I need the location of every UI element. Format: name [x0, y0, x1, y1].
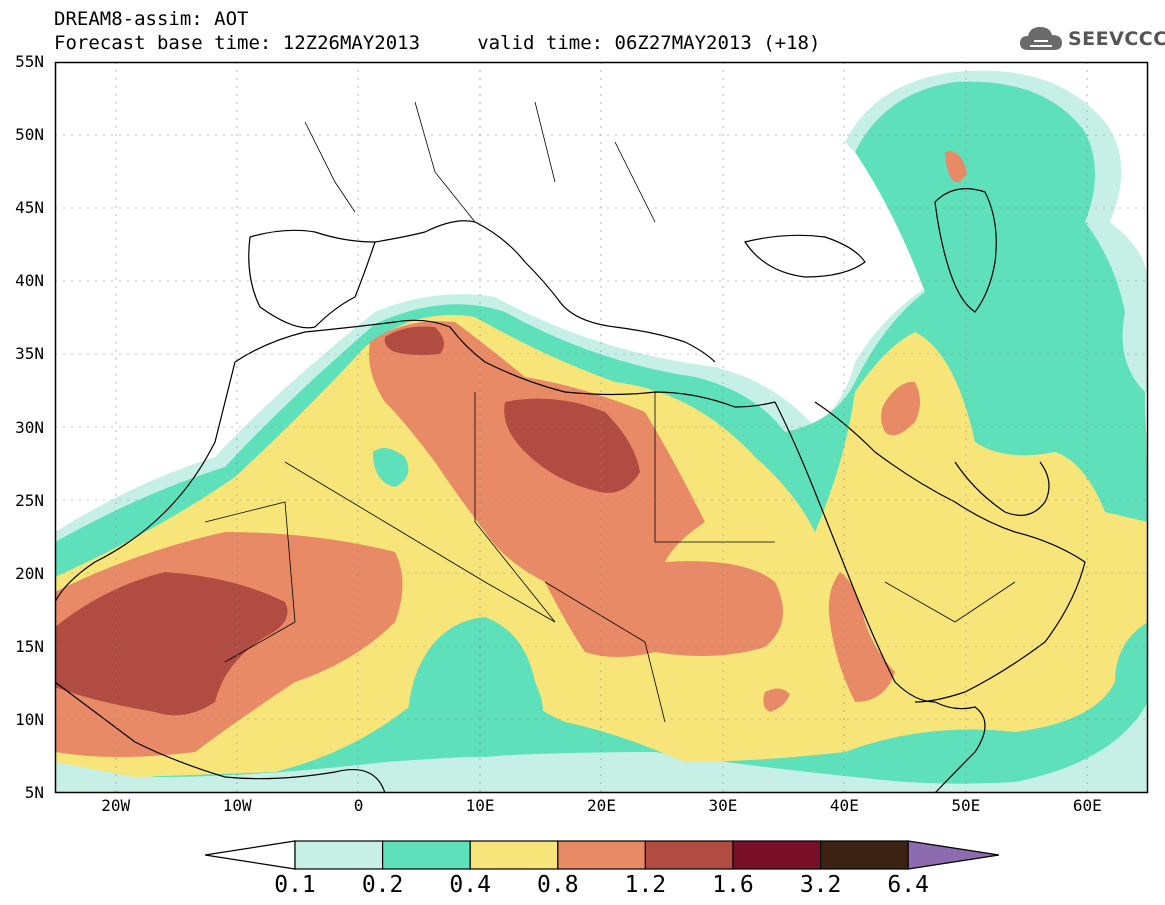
lat-tick-label: 5N [24, 783, 44, 802]
lat-tick-label: 30N [15, 417, 44, 437]
chart-title: DREAM8-assim: AOT [54, 8, 249, 30]
aot-green-pocket-small [373, 448, 409, 487]
chart-subtitle: Forecast base time: 12Z26MAY2013 valid t… [54, 32, 821, 54]
lat-tick-label: 20N [15, 563, 44, 583]
lat-tick-label: 40N [15, 271, 44, 291]
border-2 [474, 392, 556, 623]
black-sea-coast [744, 234, 866, 278]
colorbar-high-arrow [907, 840, 1000, 870]
border-4 [654, 392, 775, 543]
lat-tick-label: 15N [15, 636, 44, 656]
lon-tick-label: 40E [829, 796, 859, 815]
lon-tick-label: 30E [708, 796, 738, 815]
aot-band-1.2-caspian [945, 151, 967, 183]
caspian-coast [934, 188, 997, 313]
aot-band-1.2-libya [504, 398, 640, 493]
aot-band-0.8-iraq [881, 381, 920, 436]
lon-tick-label: 20W [101, 796, 131, 815]
colorbar-label: 0.2 [361, 872, 404, 898]
colorbar-low-arrow [205, 840, 296, 870]
borders [204, 101, 1016, 723]
red-sea-coast [774, 401, 936, 703]
logo-text: SEEVCCC [1068, 28, 1165, 50]
border-6 [884, 581, 1016, 623]
border-3 [544, 581, 666, 723]
colorbar-label: 6.4 [887, 872, 929, 898]
lon-tick-label: 60E [1072, 796, 1102, 815]
aot-map [54, 61, 1149, 794]
lat-tick-label: 50N [15, 125, 44, 145]
lat-tick-label: 45N [15, 198, 44, 218]
colorbar-label: 0.1 [274, 872, 316, 898]
iberia-coast [248, 236, 376, 329]
border-1 [284, 461, 556, 623]
aot-band-0.8-ethiopia [763, 688, 790, 712]
colorbar-segment [819, 840, 909, 870]
europe-coast [249, 220, 716, 363]
map-frame [54, 61, 1149, 794]
cloud-icon [1020, 27, 1062, 50]
colorbar-segment [644, 840, 734, 870]
horn-africa-coast [934, 701, 986, 794]
lon-tick-label: 10W [222, 796, 252, 815]
colorbar-label: 0.4 [449, 872, 491, 898]
colorbar-label: 1.6 [712, 872, 754, 898]
lat-tick-label: 35N [15, 344, 44, 364]
aot-band-0.8-redsea [828, 572, 895, 702]
aot-contours [55, 70, 1148, 794]
coastlines [54, 188, 1086, 794]
aot-band-1.2-west [55, 572, 288, 716]
lat-tick-label: 25N [15, 490, 44, 510]
arabia-coast [814, 401, 1086, 703]
border-5 [204, 501, 296, 663]
lon-tick-label: 50E [951, 796, 981, 815]
lat-tick-label: 55N [15, 52, 44, 71]
lon-tick-label: 20E [587, 796, 616, 815]
west-africa-coast [54, 361, 386, 794]
colorbar-segment [732, 840, 822, 870]
lat-tick-label: 10N [15, 709, 44, 729]
seevccc-logo: SEEVCCC [1018, 22, 1165, 56]
colorbar [205, 840, 1000, 870]
colorbar-label: 3.2 [799, 872, 842, 898]
gulf-coast [954, 461, 1050, 516]
lon-tick-label: 10E [465, 796, 495, 815]
aot-green-pocket [408, 617, 543, 757]
colorbar-label: 0.8 [537, 872, 579, 898]
gridlines [55, 62, 1148, 793]
border-7 [304, 101, 656, 223]
north-africa-coast [234, 319, 776, 408]
colorbar-segment [469, 840, 559, 870]
aot-band-1.2-tunisia [384, 326, 444, 356]
lon-tick-label: 0 [353, 796, 364, 815]
colorbar-label: 1.2 [624, 872, 667, 898]
colorbar-segment [382, 840, 471, 870]
colorbar-segment [294, 840, 384, 870]
colorbar-segment [557, 840, 646, 870]
